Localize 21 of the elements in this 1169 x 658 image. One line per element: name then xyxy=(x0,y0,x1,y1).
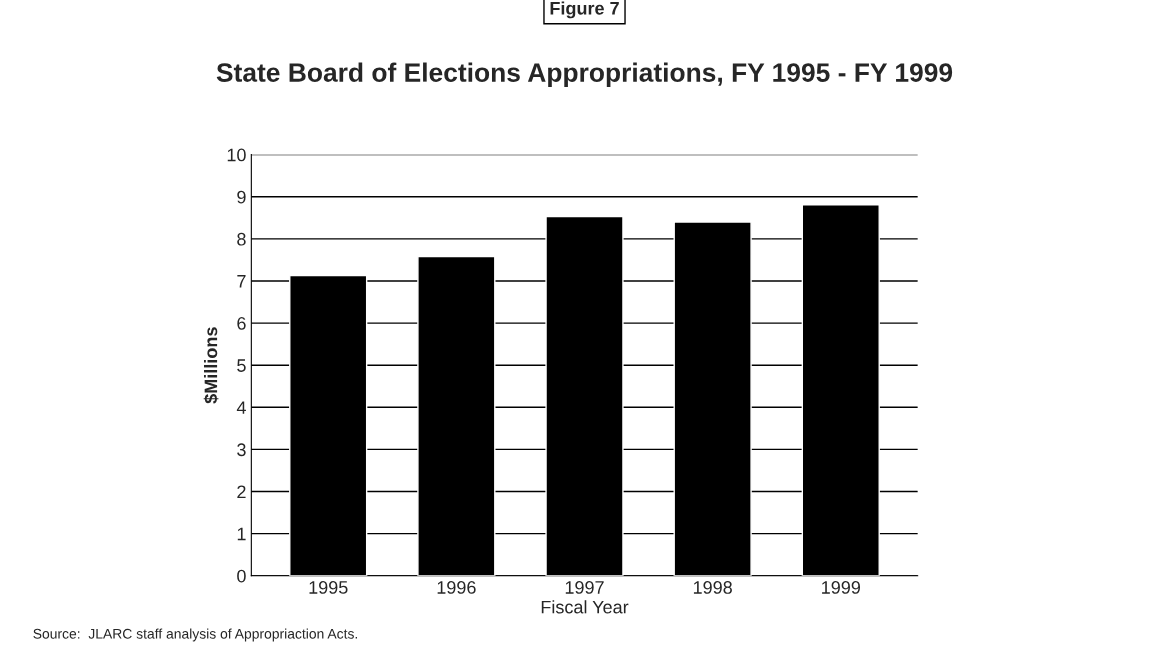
y-tick-label: 1 xyxy=(237,527,246,541)
y-tick-label: 0 xyxy=(237,569,246,583)
y-tick-label: 5 xyxy=(237,359,246,372)
y-tick-label: 8 xyxy=(237,232,246,246)
source-note: Source: JLARC staff analysis of Appropriaction Acts. xyxy=(33,628,357,642)
x-tick-label: 1999 xyxy=(822,581,861,594)
x-tick-label: 1996 xyxy=(437,581,476,594)
y-tick-label: 3 xyxy=(237,443,246,457)
x-tick-label: 1995 xyxy=(309,581,348,594)
x-tick-label: 1998 xyxy=(693,581,732,594)
y-tick-label: 9 xyxy=(237,190,246,204)
y-tick-label: 10 xyxy=(227,148,246,162)
x-tick-label: 1997 xyxy=(565,581,604,594)
caption: Figure 7 xyxy=(550,1,619,19)
y-tick-label: 2 xyxy=(237,485,246,499)
x-axis-title: Fiscal Year xyxy=(541,600,629,614)
y-tick-label: 6 xyxy=(237,317,246,330)
chart-title: State Board of Elections Appropriations, FY 1995 - FY 1999 xyxy=(216,62,953,88)
y-tick-label: 4 xyxy=(236,401,246,414)
y-axis-title: $Millions xyxy=(203,327,219,404)
y-tick-label: 7 xyxy=(237,275,246,288)
